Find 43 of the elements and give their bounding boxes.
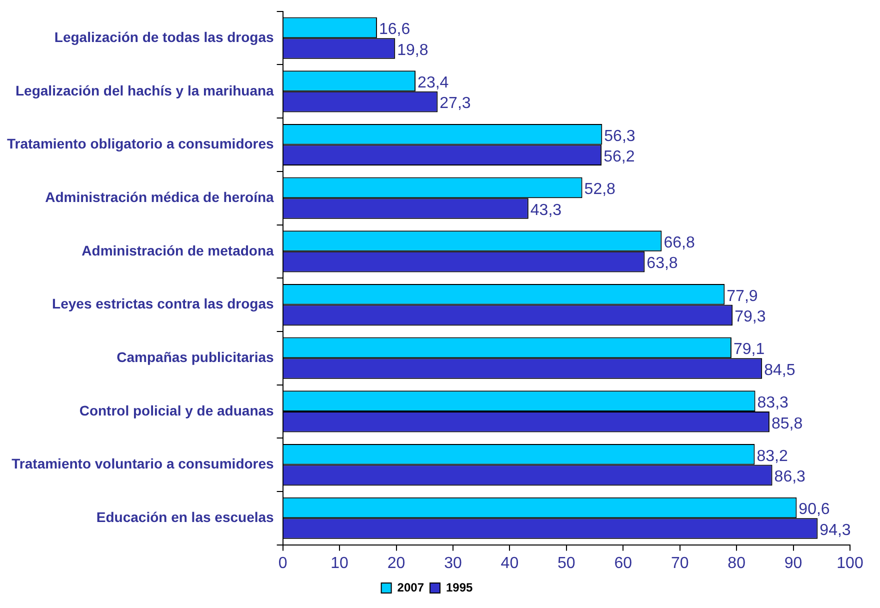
y-tick-label: Tratamiento obligatorio a consumidores	[6, 136, 274, 152]
x-tick-label: 50	[558, 554, 576, 572]
y-tick-label: Tratamiento voluntario a consumidores	[12, 456, 274, 472]
data-label: 63,8	[646, 255, 678, 272]
data-label: 86,3	[774, 468, 806, 486]
data-label: 84,5	[764, 362, 796, 379]
x-tick-label: 90	[784, 554, 802, 572]
data-label: 23,4	[418, 74, 449, 92]
data-label: 16,6	[378, 21, 410, 38]
x-tick-label: 10	[330, 554, 349, 572]
data-label: 94,3	[820, 522, 851, 539]
x-tick-label: 100	[836, 554, 864, 572]
y-tick-label: Legalización de todas las drogas	[54, 28, 274, 45]
data-label: 85,8	[771, 415, 803, 432]
data-label: 19,8	[397, 42, 428, 59]
legend-label: 1995	[446, 580, 474, 594]
data-label: 56,3	[604, 128, 636, 145]
x-tick-label: 40	[500, 554, 519, 572]
data-label: 79,3	[734, 308, 766, 326]
data-label: 43,3	[530, 202, 562, 219]
x-tick-label: 60	[614, 554, 632, 572]
y-tick-label: Legalización del hachís y la marihuana	[16, 82, 274, 98]
data-label: 77,9	[726, 288, 758, 305]
y-tick-label: Control policial y de aduanas	[79, 402, 274, 418]
data-label: 66,8	[664, 234, 695, 252]
data-label: 90,6	[798, 501, 830, 518]
data-label: 27,3	[440, 95, 471, 112]
y-tick-label: Leyes estrictas contra las drogas	[52, 296, 274, 312]
y-tick-label: Administración de metadona	[82, 242, 274, 258]
x-tick-label: 80	[728, 554, 746, 572]
y-tick-label: Administración médica de heroína	[45, 188, 274, 205]
x-tick-label: 0	[278, 554, 288, 572]
data-label: 79,1	[733, 341, 765, 358]
legend-label: 2007	[397, 580, 424, 594]
x-tick-label: 20	[387, 554, 406, 572]
x-tick-label: 70	[670, 554, 689, 572]
y-tick-label: Educación en las escuelas	[96, 508, 274, 525]
data-label: 56,2	[604, 148, 635, 166]
y-tick-label: Campañas publicitarias	[116, 348, 274, 365]
data-label: 83,2	[756, 448, 788, 465]
data-label: 83,3	[757, 394, 789, 412]
x-tick-label: 30	[444, 554, 462, 572]
data-label: 52,8	[584, 181, 616, 198]
